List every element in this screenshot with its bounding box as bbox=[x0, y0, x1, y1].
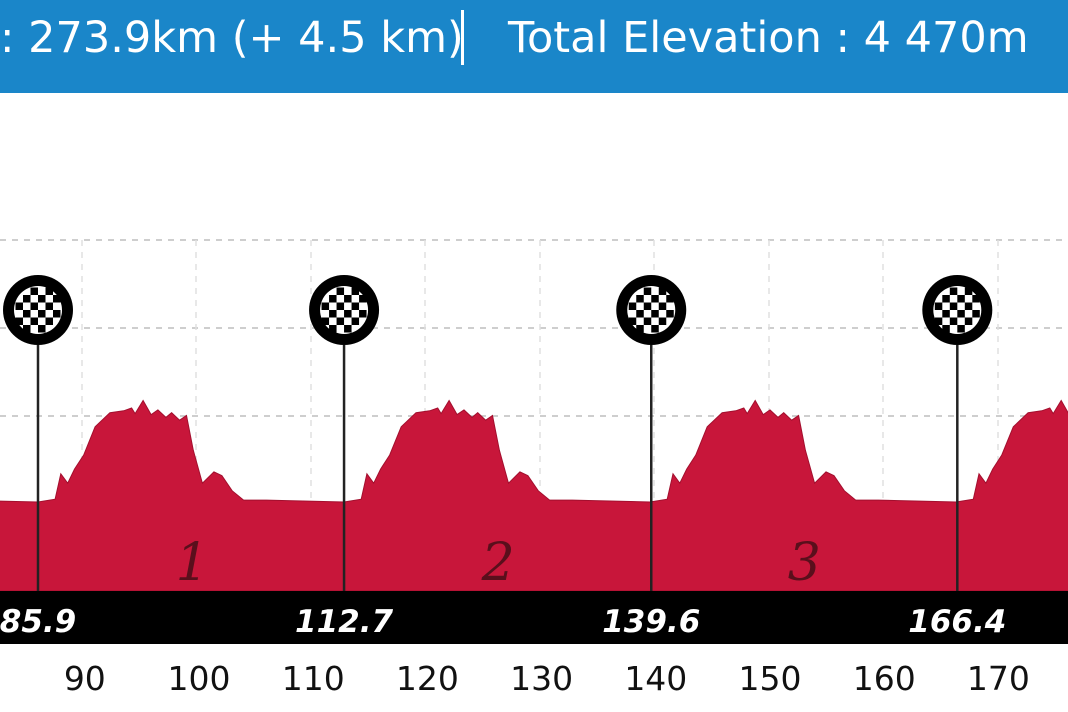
checker-square bbox=[329, 325, 337, 333]
checker-square bbox=[942, 310, 950, 318]
checkered-flag-icon bbox=[922, 275, 993, 345]
checker-square bbox=[949, 302, 958, 310]
split-marker-layer bbox=[3, 275, 993, 591]
stage-info-header: : 273.9km (+ 4.5 km) Total Elevation : 4… bbox=[0, 0, 1068, 93]
checker-square bbox=[957, 325, 965, 333]
checkered-flag-icon bbox=[616, 275, 687, 345]
checker-square bbox=[351, 287, 360, 295]
checker-square bbox=[942, 295, 950, 303]
checker-square bbox=[651, 310, 659, 318]
checker-square bbox=[23, 295, 31, 303]
checker-square bbox=[53, 310, 61, 318]
checker-square bbox=[359, 295, 367, 303]
checker-square bbox=[30, 302, 38, 310]
split-distance-label: 85.9 bbox=[0, 604, 76, 640]
km-tick-label: 120 bbox=[396, 659, 459, 698]
checker-square bbox=[45, 302, 53, 310]
checker-square bbox=[658, 287, 667, 295]
total-distance-text: : 273.9km (+ 4.5 km) bbox=[0, 13, 464, 63]
checker-square bbox=[666, 310, 674, 318]
checker-square bbox=[336, 317, 345, 325]
checker-square bbox=[329, 295, 337, 303]
checker-square bbox=[38, 310, 46, 318]
checker-square bbox=[643, 317, 652, 325]
checker-square bbox=[45, 317, 53, 325]
checker-square bbox=[658, 302, 667, 310]
checker-square bbox=[321, 317, 330, 325]
km-tick-label: 160 bbox=[853, 659, 916, 698]
split-distance-label: 166.4 bbox=[908, 604, 1006, 640]
checker-square bbox=[636, 325, 644, 333]
checker-square bbox=[636, 310, 644, 318]
checker-square bbox=[329, 310, 337, 318]
checker-square bbox=[643, 287, 652, 295]
elevation-profile-area bbox=[0, 399, 1068, 592]
checker-square bbox=[666, 295, 674, 303]
km-tick-label: 100 bbox=[168, 659, 231, 698]
checker-square bbox=[23, 325, 31, 333]
checkered-flag-icon bbox=[309, 275, 380, 345]
checker-square bbox=[351, 317, 360, 325]
checker-square bbox=[934, 302, 943, 310]
lap-number-label: 2 bbox=[481, 533, 515, 593]
checker-square bbox=[964, 317, 973, 325]
km-tick-label: 130 bbox=[510, 659, 573, 698]
checker-square bbox=[38, 295, 46, 303]
checker-square bbox=[964, 302, 973, 310]
km-axis: 90 100 110 120 130 140 150 160 170 bbox=[64, 659, 1030, 698]
checker-square bbox=[934, 317, 943, 325]
checker-square bbox=[628, 302, 637, 310]
split-distance-label: 112.7 bbox=[295, 604, 393, 640]
checker-square bbox=[30, 317, 38, 325]
km-tick-label: 170 bbox=[967, 659, 1030, 698]
checker-square bbox=[53, 295, 61, 303]
checker-square bbox=[344, 295, 352, 303]
checker-square bbox=[359, 310, 367, 318]
checker-square bbox=[351, 302, 360, 310]
split-bar-background bbox=[0, 591, 1068, 644]
checker-square bbox=[972, 310, 980, 318]
checker-square bbox=[344, 325, 352, 333]
checker-square bbox=[38, 325, 46, 333]
checker-square bbox=[321, 302, 330, 310]
checker-square bbox=[336, 287, 345, 295]
checker-square bbox=[651, 325, 659, 333]
checker-square bbox=[942, 325, 950, 333]
checker-square bbox=[628, 317, 637, 325]
checker-square bbox=[964, 287, 973, 295]
lap-number-layer: 1 2 3 bbox=[176, 533, 821, 593]
km-tick-label: 90 bbox=[64, 659, 106, 698]
checker-square bbox=[957, 295, 965, 303]
checker-square bbox=[972, 295, 980, 303]
checker-square bbox=[15, 302, 23, 310]
checker-square bbox=[636, 295, 644, 303]
lap-number-label: 1 bbox=[176, 533, 209, 593]
header-divider bbox=[461, 10, 464, 65]
checker-square bbox=[949, 287, 958, 295]
km-tick-label: 110 bbox=[282, 659, 345, 698]
checker-square bbox=[30, 287, 38, 295]
split-distance-label: 139.6 bbox=[602, 604, 700, 640]
checker-square bbox=[336, 302, 345, 310]
checker-square bbox=[643, 302, 652, 310]
checker-square bbox=[658, 317, 667, 325]
checker-square bbox=[344, 310, 352, 318]
checker-square bbox=[23, 310, 31, 318]
km-tick-label: 140 bbox=[624, 659, 687, 698]
km-tick-label: 150 bbox=[739, 659, 802, 698]
lap-number-label: 3 bbox=[788, 533, 821, 593]
split-distance-bar: 85.9 112.7 139.6 166.4 bbox=[0, 591, 1068, 644]
checker-square bbox=[651, 295, 659, 303]
total-elevation-text: Total Elevation : 4 470m bbox=[508, 13, 1029, 63]
checker-square bbox=[15, 317, 23, 325]
checker-square bbox=[957, 310, 965, 318]
checker-square bbox=[949, 317, 958, 325]
checkered-flag-icon bbox=[3, 275, 73, 345]
checker-square bbox=[45, 287, 53, 295]
